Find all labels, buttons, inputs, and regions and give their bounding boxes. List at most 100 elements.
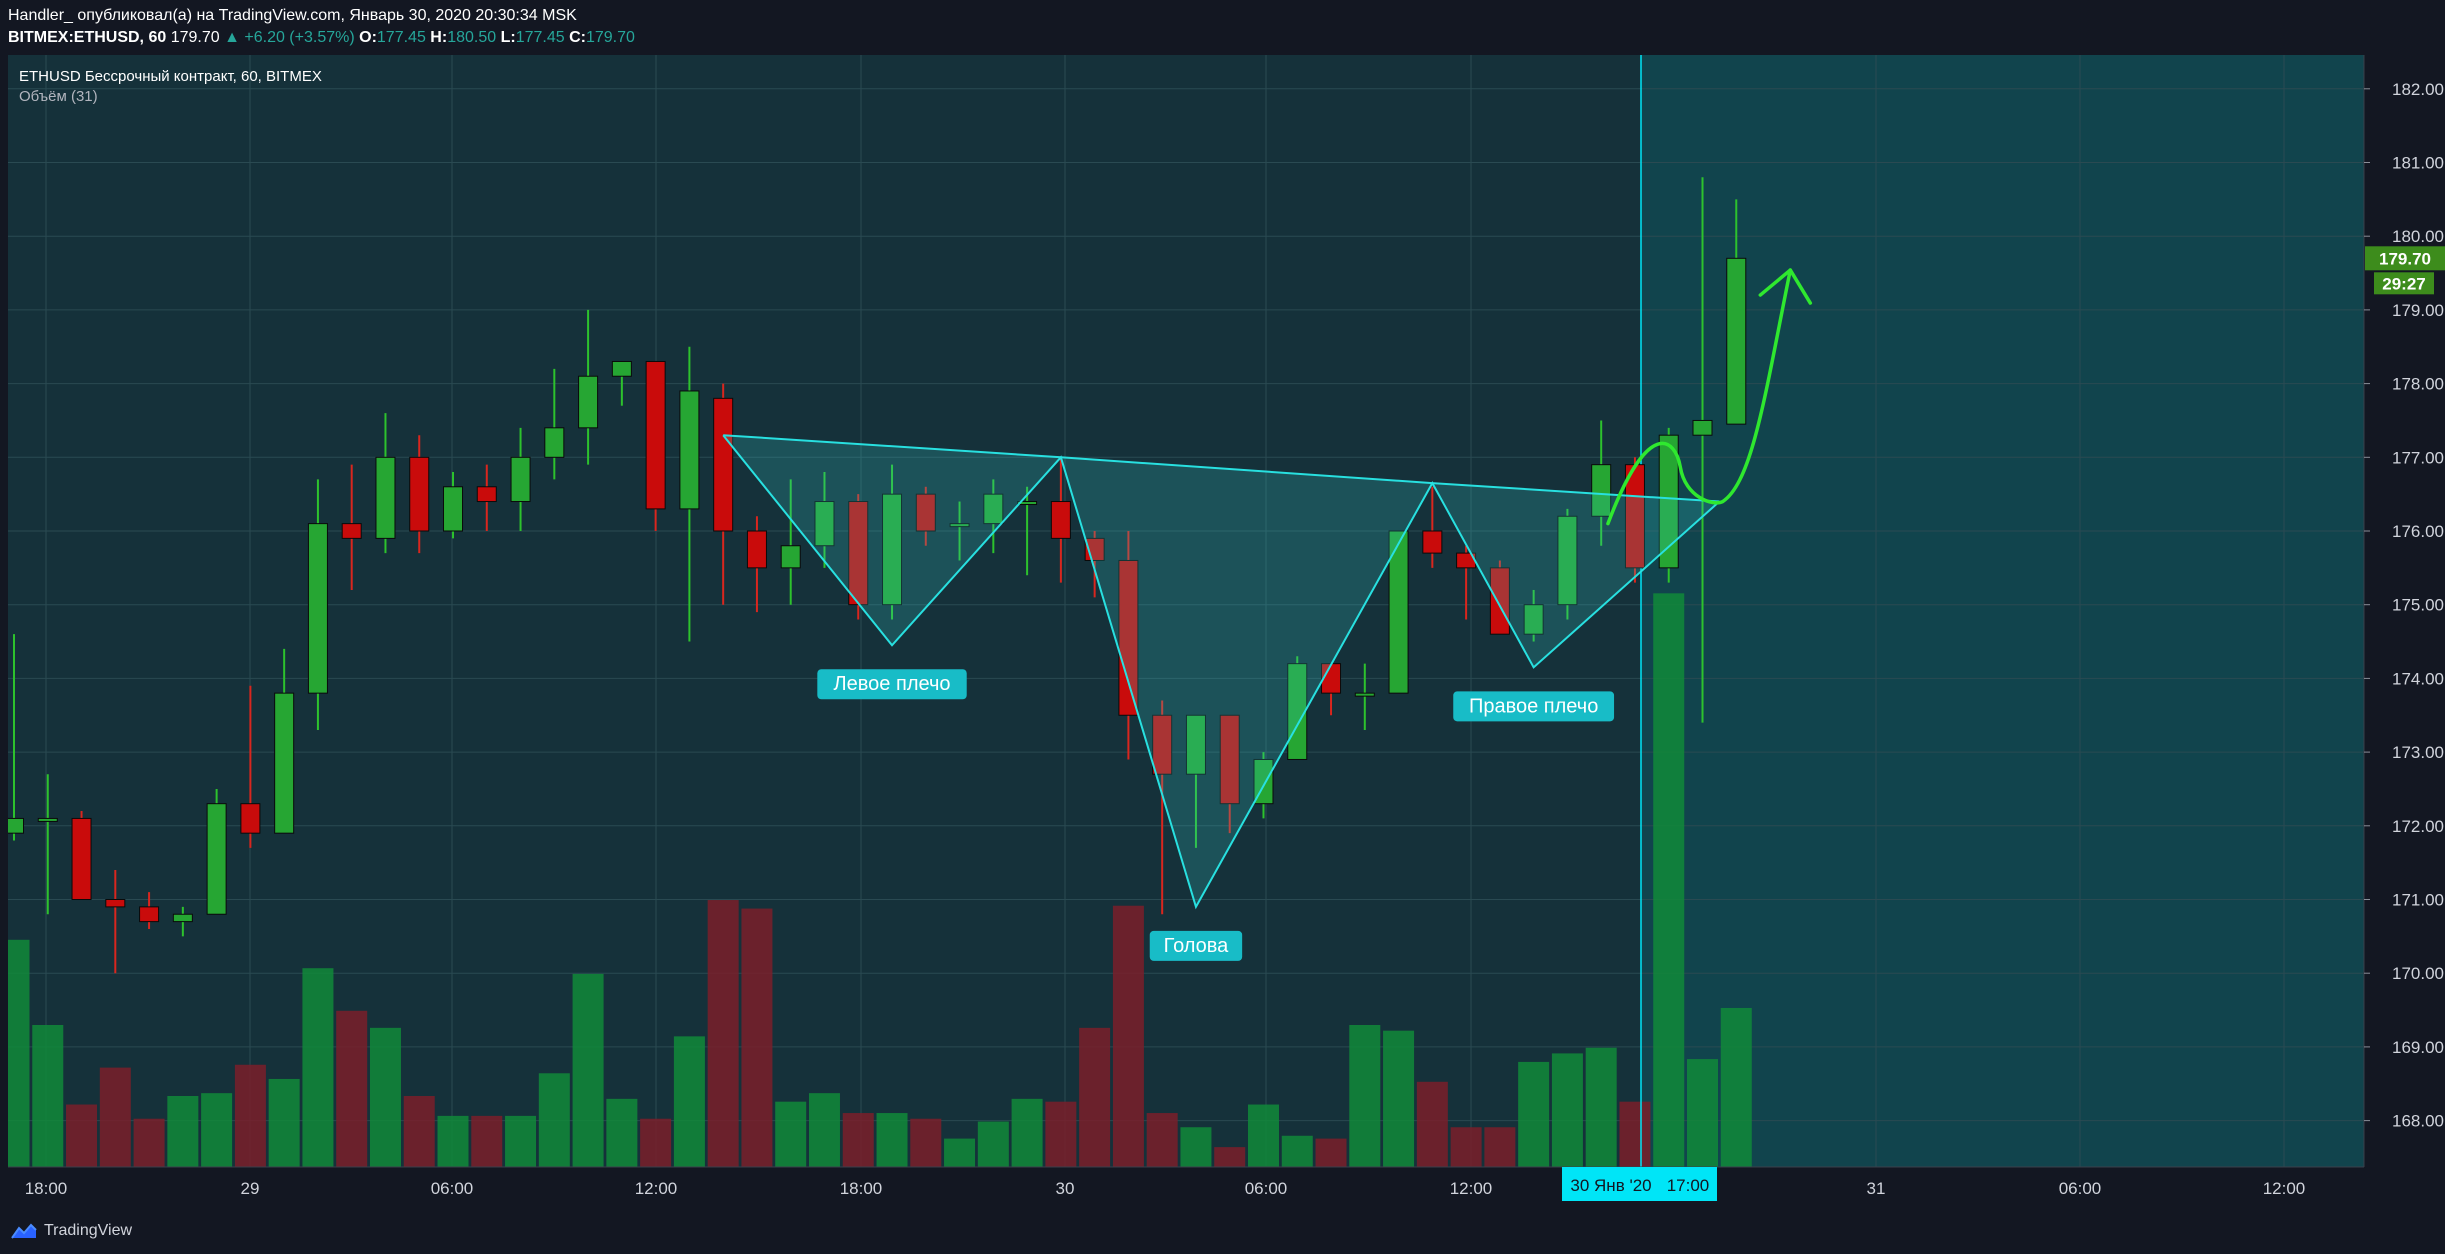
candle-body — [1658, 434, 1679, 569]
volume-bar — [1315, 1138, 1347, 1167]
candle-body — [1489, 567, 1510, 635]
time-tick-label: 06:00 — [2059, 1179, 2102, 1198]
footer-bar — [0, 1213, 2445, 1254]
price-axis: 168.00 169.00 170.00 171.00 172.00 173.00 174.… — [2363, 55, 2445, 1213]
candles — [8, 177, 1747, 974]
volume-bar — [1349, 1025, 1381, 1167]
volume-bar — [1484, 1127, 1516, 1167]
volume-bar — [133, 1118, 165, 1167]
projection-arrow-path — [1606, 268, 1793, 526]
volume-bar — [673, 1036, 705, 1167]
crosshair-date-label: 30 Янв '20 — [1570, 1176, 1651, 1195]
tradingview-logo-icon — [11, 1223, 37, 1239]
volume-bar — [437, 1115, 469, 1167]
close-value: 179.70 — [585, 29, 635, 46]
price-tick-label: 182.00 — [2392, 80, 2444, 99]
pattern-label-bg — [1453, 691, 1615, 722]
candle-body — [274, 692, 295, 834]
open-label: O: — [359, 29, 377, 46]
countdown-tag — [2374, 272, 2434, 295]
candle-body — [37, 817, 58, 822]
volume-bar — [268, 1078, 300, 1167]
symbol-interval: BITMEX:ETHUSD, 60 — [8, 29, 167, 46]
candle-body — [476, 486, 497, 503]
volume-bar — [1551, 1053, 1583, 1167]
volume-bar — [8, 939, 30, 1167]
candle-body — [1152, 714, 1173, 775]
price-tick-label: 178.00 — [2392, 375, 2444, 394]
candle-body — [240, 803, 261, 834]
highlight-region — [1641, 55, 2364, 1167]
neckline-right — [1432, 482, 1720, 503]
candle-body — [341, 523, 362, 539]
volume-bar — [707, 900, 739, 1167]
volume-bar — [1653, 593, 1685, 1167]
high-label: H: — [430, 29, 448, 46]
candle-body — [375, 456, 396, 539]
projection-arrow-head — [1758, 268, 1813, 305]
countdown-label: 29:27 — [2382, 274, 2425, 293]
volume-bar — [775, 1101, 807, 1167]
pattern-label-bg — [1149, 930, 1243, 961]
time-tick-label: 30 — [1056, 1179, 1075, 1198]
volume-bar — [99, 1067, 131, 1167]
volume-bar — [471, 1115, 503, 1167]
volume-bar — [808, 1093, 840, 1167]
last-price-label: 179.70 — [2379, 249, 2431, 268]
candle-body — [172, 913, 193, 923]
tradingview-brand[interactable]: TradingView — [10, 1222, 132, 1240]
time-tick-label: 18:00 — [25, 1179, 68, 1198]
header-bar: Handler_ опубликовал(а) на TradingView.c… — [0, 0, 2445, 52]
candle-body — [307, 523, 328, 694]
price-tick-label: 174.00 — [2392, 669, 2444, 688]
volume-bar — [32, 1025, 64, 1167]
symbol-legend: ETHUSD Бессрочный контракт, 60, BITMEX — [19, 68, 322, 85]
pattern-outline — [722, 434, 1721, 910]
pattern-label: Правое плечо — [1453, 691, 1615, 722]
close-label: C: — [569, 29, 586, 46]
candle-body — [645, 360, 666, 510]
candle-body — [1185, 714, 1206, 775]
price-tick-label: 181.00 — [2392, 154, 2444, 173]
time-axis: 18:00 29 06:00 12:00 18:00 30 06:00 12:00 31 06:0… — [0, 1166, 2364, 1213]
pattern-label-text: Голова — [1164, 935, 1230, 957]
pattern-label-bg — [817, 669, 967, 700]
price-tick-label: 176.00 — [2392, 522, 2444, 541]
chart-pane[interactable] — [8, 55, 2364, 1167]
candle-body — [1523, 604, 1544, 635]
price-tick-label: 172.00 — [2392, 817, 2444, 836]
volume-bar — [977, 1121, 1009, 1167]
price-tick-label: 180.00 — [2392, 227, 2444, 246]
volume-bar — [1687, 1059, 1718, 1167]
candle-body — [611, 360, 632, 377]
price-tick-label: 170.00 — [2392, 964, 2444, 983]
volume-bar — [606, 1098, 638, 1167]
volume-bar — [1383, 1030, 1415, 1167]
volume-bar — [1281, 1135, 1313, 1167]
volume-bar — [505, 1115, 537, 1167]
candle-body — [510, 456, 531, 503]
pattern-label: Голова — [1149, 930, 1243, 961]
pattern-fill — [723, 435, 1061, 646]
time-tick-label: 12:00 — [1450, 1179, 1493, 1198]
pattern-label-text: Левое плечо — [834, 673, 951, 695]
volume-bar — [1180, 1127, 1212, 1167]
publication-info: Handler_ опубликовал(а) на TradingView.c… — [8, 7, 577, 25]
time-tick-label: 18:00 — [840, 1179, 883, 1198]
volume-bar — [538, 1073, 570, 1167]
candle-body — [1050, 501, 1071, 539]
candlestick-chart[interactable]: Левое плечо Голова Правое плечо 168.00 169.0… — [0, 0, 2445, 1213]
volume-bar — [201, 1093, 233, 1167]
volume-bar — [1518, 1061, 1550, 1167]
volume-bar — [302, 968, 334, 1167]
candle-body — [1591, 464, 1612, 517]
candle-body — [1354, 692, 1375, 697]
price-tick-label: 173.00 — [2392, 743, 2444, 762]
candle-body — [139, 906, 160, 923]
neckline-left — [723, 434, 1061, 459]
volume-bar — [167, 1096, 199, 1167]
volume-bar — [876, 1113, 908, 1167]
volume-bar — [1416, 1081, 1448, 1167]
volume-bar — [66, 1104, 98, 1167]
brand-text: TradingView — [44, 1222, 133, 1239]
